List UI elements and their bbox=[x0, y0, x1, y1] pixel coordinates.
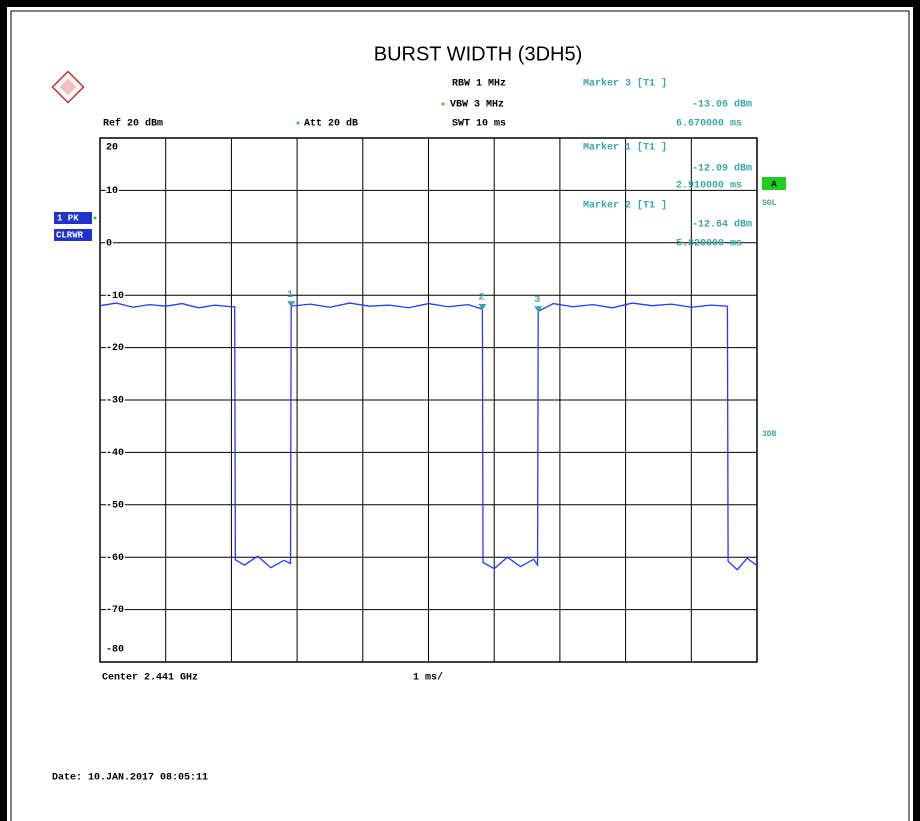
inner-frame bbox=[10, 10, 910, 821]
marker-value: -12.09 dBm bbox=[692, 163, 752, 175]
mode-box bbox=[54, 229, 92, 241]
ref-level: Ref 20 dBm bbox=[103, 118, 163, 130]
marker-value: -13.06 dBm bbox=[692, 99, 752, 111]
logo bbox=[51, 70, 85, 104]
status-box bbox=[762, 177, 786, 190]
y-tick-label: 20 bbox=[106, 143, 118, 154]
status: SGL bbox=[762, 199, 777, 208]
att-dot bbox=[296, 121, 300, 125]
vbw-dot bbox=[441, 102, 445, 106]
date: Date: 10.JAN.2017 08:05:11 bbox=[52, 773, 208, 784]
y-tick-label: -70 bbox=[106, 605, 124, 616]
marker bbox=[287, 301, 296, 308]
marker-number: 2 bbox=[478, 293, 484, 304]
marker-value: -12.64 dBm bbox=[692, 219, 752, 231]
y-tick-label: -30 bbox=[106, 396, 124, 407]
y-tick-label: -60 bbox=[106, 553, 124, 564]
plot-frame bbox=[99, 137, 758, 663]
marker-time: 5.820000 ms bbox=[676, 239, 742, 250]
y-tick-label: 0 bbox=[106, 238, 112, 249]
attenuation: Att 20 dB bbox=[304, 118, 358, 130]
trace-name: 1 PK bbox=[57, 213, 79, 223]
y-tick-label: -40 bbox=[106, 448, 124, 459]
vbw: VBW 3 MHz bbox=[450, 100, 504, 111]
marker-heading: Marker 3 [T1 ] bbox=[583, 78, 667, 90]
trace-box bbox=[54, 212, 92, 224]
marker-time: 2.910000 ms bbox=[676, 181, 742, 192]
chart-title: BURST WIDTH (3DH5) bbox=[374, 43, 583, 65]
rbw: RBW 1 MHz bbox=[452, 79, 506, 90]
y-tick-label: -10 bbox=[106, 291, 124, 302]
marker bbox=[534, 306, 543, 313]
y-tick-label: -20 bbox=[106, 343, 124, 354]
marker-heading: Marker 1 [T1 ] bbox=[583, 142, 667, 154]
y-tick-label: 10 bbox=[106, 186, 118, 197]
status: 3DB bbox=[762, 430, 777, 439]
marker-time: 6.670000 ms bbox=[676, 119, 742, 130]
span: 1 ms/ bbox=[413, 672, 443, 684]
status: A bbox=[771, 179, 777, 189]
marker-heading: Marker 2 [T1 ] bbox=[583, 200, 667, 212]
y-tick-label: -80 bbox=[106, 645, 124, 656]
marker bbox=[478, 304, 487, 311]
y-tick-label: -50 bbox=[106, 500, 124, 511]
marker-number: 1 bbox=[287, 290, 293, 301]
trace-dot bbox=[93, 216, 97, 220]
trace bbox=[99, 302, 758, 571]
trace-mode: CLRWR bbox=[56, 230, 84, 240]
swt: SWT 10 ms bbox=[452, 119, 506, 130]
marker-number: 3 bbox=[534, 295, 540, 306]
center-frequency: Center 2.441 GHz bbox=[102, 673, 198, 684]
